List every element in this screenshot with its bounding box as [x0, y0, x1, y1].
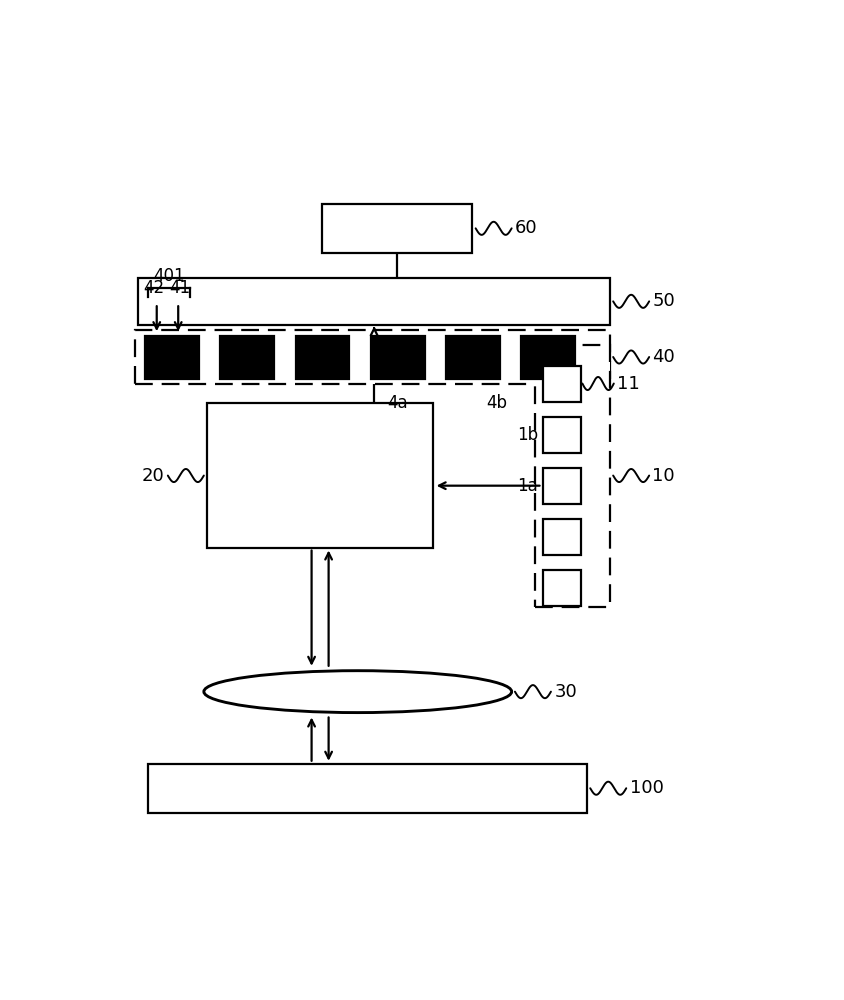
Bar [220, 336, 273, 379]
Text: 4a: 4a [387, 394, 408, 412]
Text: 50: 50 [652, 292, 674, 310]
Text: 41: 41 [169, 279, 190, 297]
Text: 10: 10 [652, 467, 674, 485]
Ellipse shape [203, 671, 511, 713]
Bar [543, 366, 581, 402]
Bar [521, 336, 575, 379]
Bar [135, 330, 609, 384]
Text: 4b: 4b [486, 394, 506, 412]
Bar [543, 570, 581, 606]
Bar [446, 336, 500, 379]
Text: 60: 60 [514, 219, 537, 237]
Text: 11: 11 [616, 375, 639, 393]
Text: 20: 20 [142, 467, 165, 485]
Bar [543, 417, 581, 453]
Bar [543, 468, 581, 504]
Text: 42: 42 [143, 279, 165, 297]
Bar [138, 278, 609, 325]
Text: 1b: 1b [517, 426, 538, 444]
Bar [543, 519, 581, 555]
Bar [534, 345, 609, 607]
Bar [322, 204, 472, 253]
Text: 1a: 1a [517, 477, 538, 495]
Bar [295, 336, 349, 379]
Bar [145, 336, 198, 379]
Bar [371, 336, 424, 379]
Bar [207, 403, 432, 548]
Bar [148, 764, 587, 813]
Text: 40: 40 [652, 348, 674, 366]
Text: 30: 30 [554, 683, 576, 701]
Text: 401: 401 [153, 267, 184, 285]
Text: 100: 100 [629, 779, 663, 797]
